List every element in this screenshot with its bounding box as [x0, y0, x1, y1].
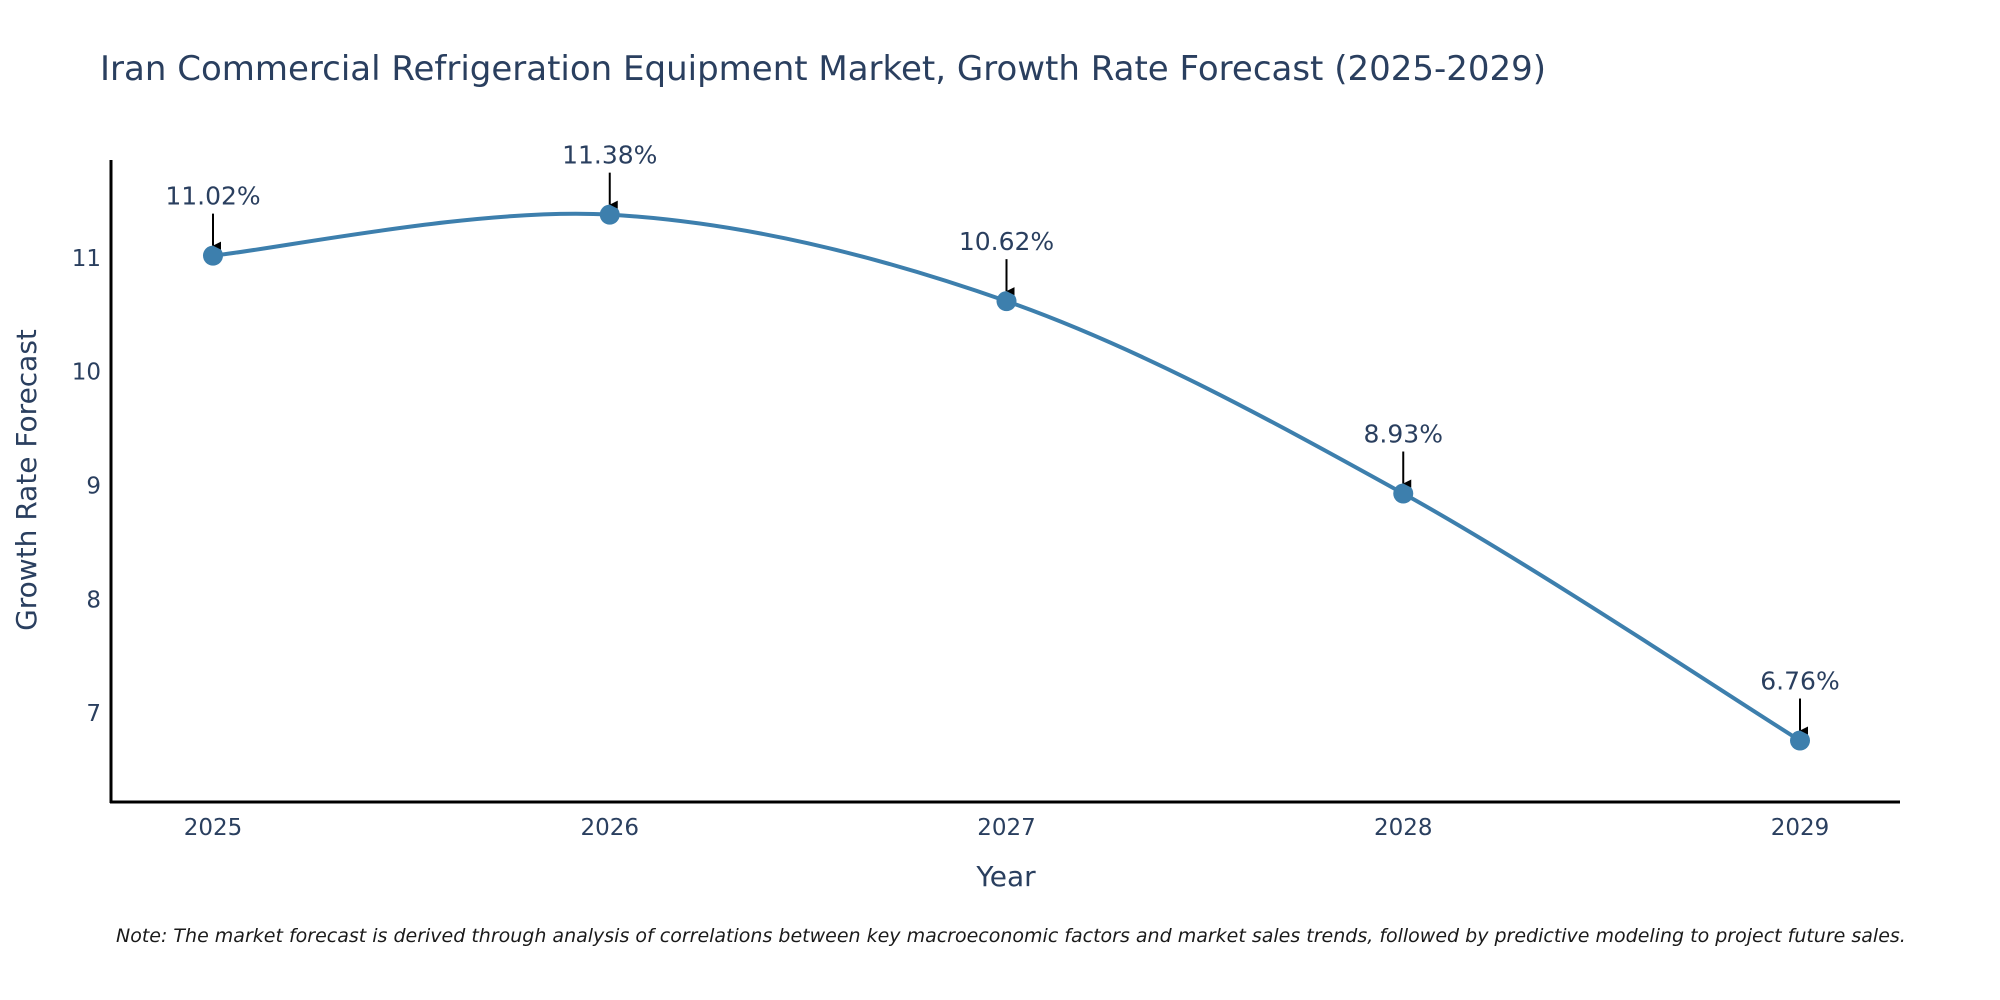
- axes: [109, 160, 1900, 804]
- data-label: 6.76%: [1760, 667, 1839, 696]
- x-tick-label: 2027: [977, 815, 1036, 841]
- x-tick-label: 2026: [580, 815, 639, 841]
- data-points: [203, 204, 1810, 751]
- data-point: [203, 245, 223, 266]
- footnote: Note: The market forecast is derived thr…: [116, 925, 1906, 947]
- y-tick-label: 7: [86, 701, 101, 727]
- x-axis-title: Year: [975, 860, 1036, 893]
- y-tick-label: 11: [72, 246, 101, 272]
- data-label: 8.93%: [1364, 420, 1443, 449]
- x-tick-label: 2028: [1374, 815, 1433, 841]
- data-annotations: 11.02% 11.38% 10.62% 8.93% 6.76%: [165, 141, 1840, 735]
- y-tick-label: 10: [72, 360, 101, 386]
- data-point: [599, 204, 620, 225]
- y-axis-ticks: 7 8 9 10 11: [72, 246, 101, 727]
- chart-title: Iran Commercial Refrigeration Equipment …: [100, 49, 1546, 89]
- data-point: [1393, 483, 1414, 504]
- data-label: 10.62%: [959, 227, 1054, 256]
- data-label: 11.38%: [562, 141, 657, 170]
- x-tick-label: 2029: [1771, 815, 1830, 841]
- x-tick-label: 2025: [184, 815, 243, 841]
- y-axis-title: Growth Rate Forecast: [10, 329, 43, 631]
- data-point: [1790, 730, 1810, 751]
- x-axis-ticks: 2025 2026 2027 2028 2029: [184, 815, 1830, 841]
- data-label: 11.02%: [165, 182, 260, 211]
- y-tick-label: 9: [86, 474, 101, 500]
- y-tick-label: 8: [86, 587, 101, 613]
- data-point: [996, 291, 1017, 312]
